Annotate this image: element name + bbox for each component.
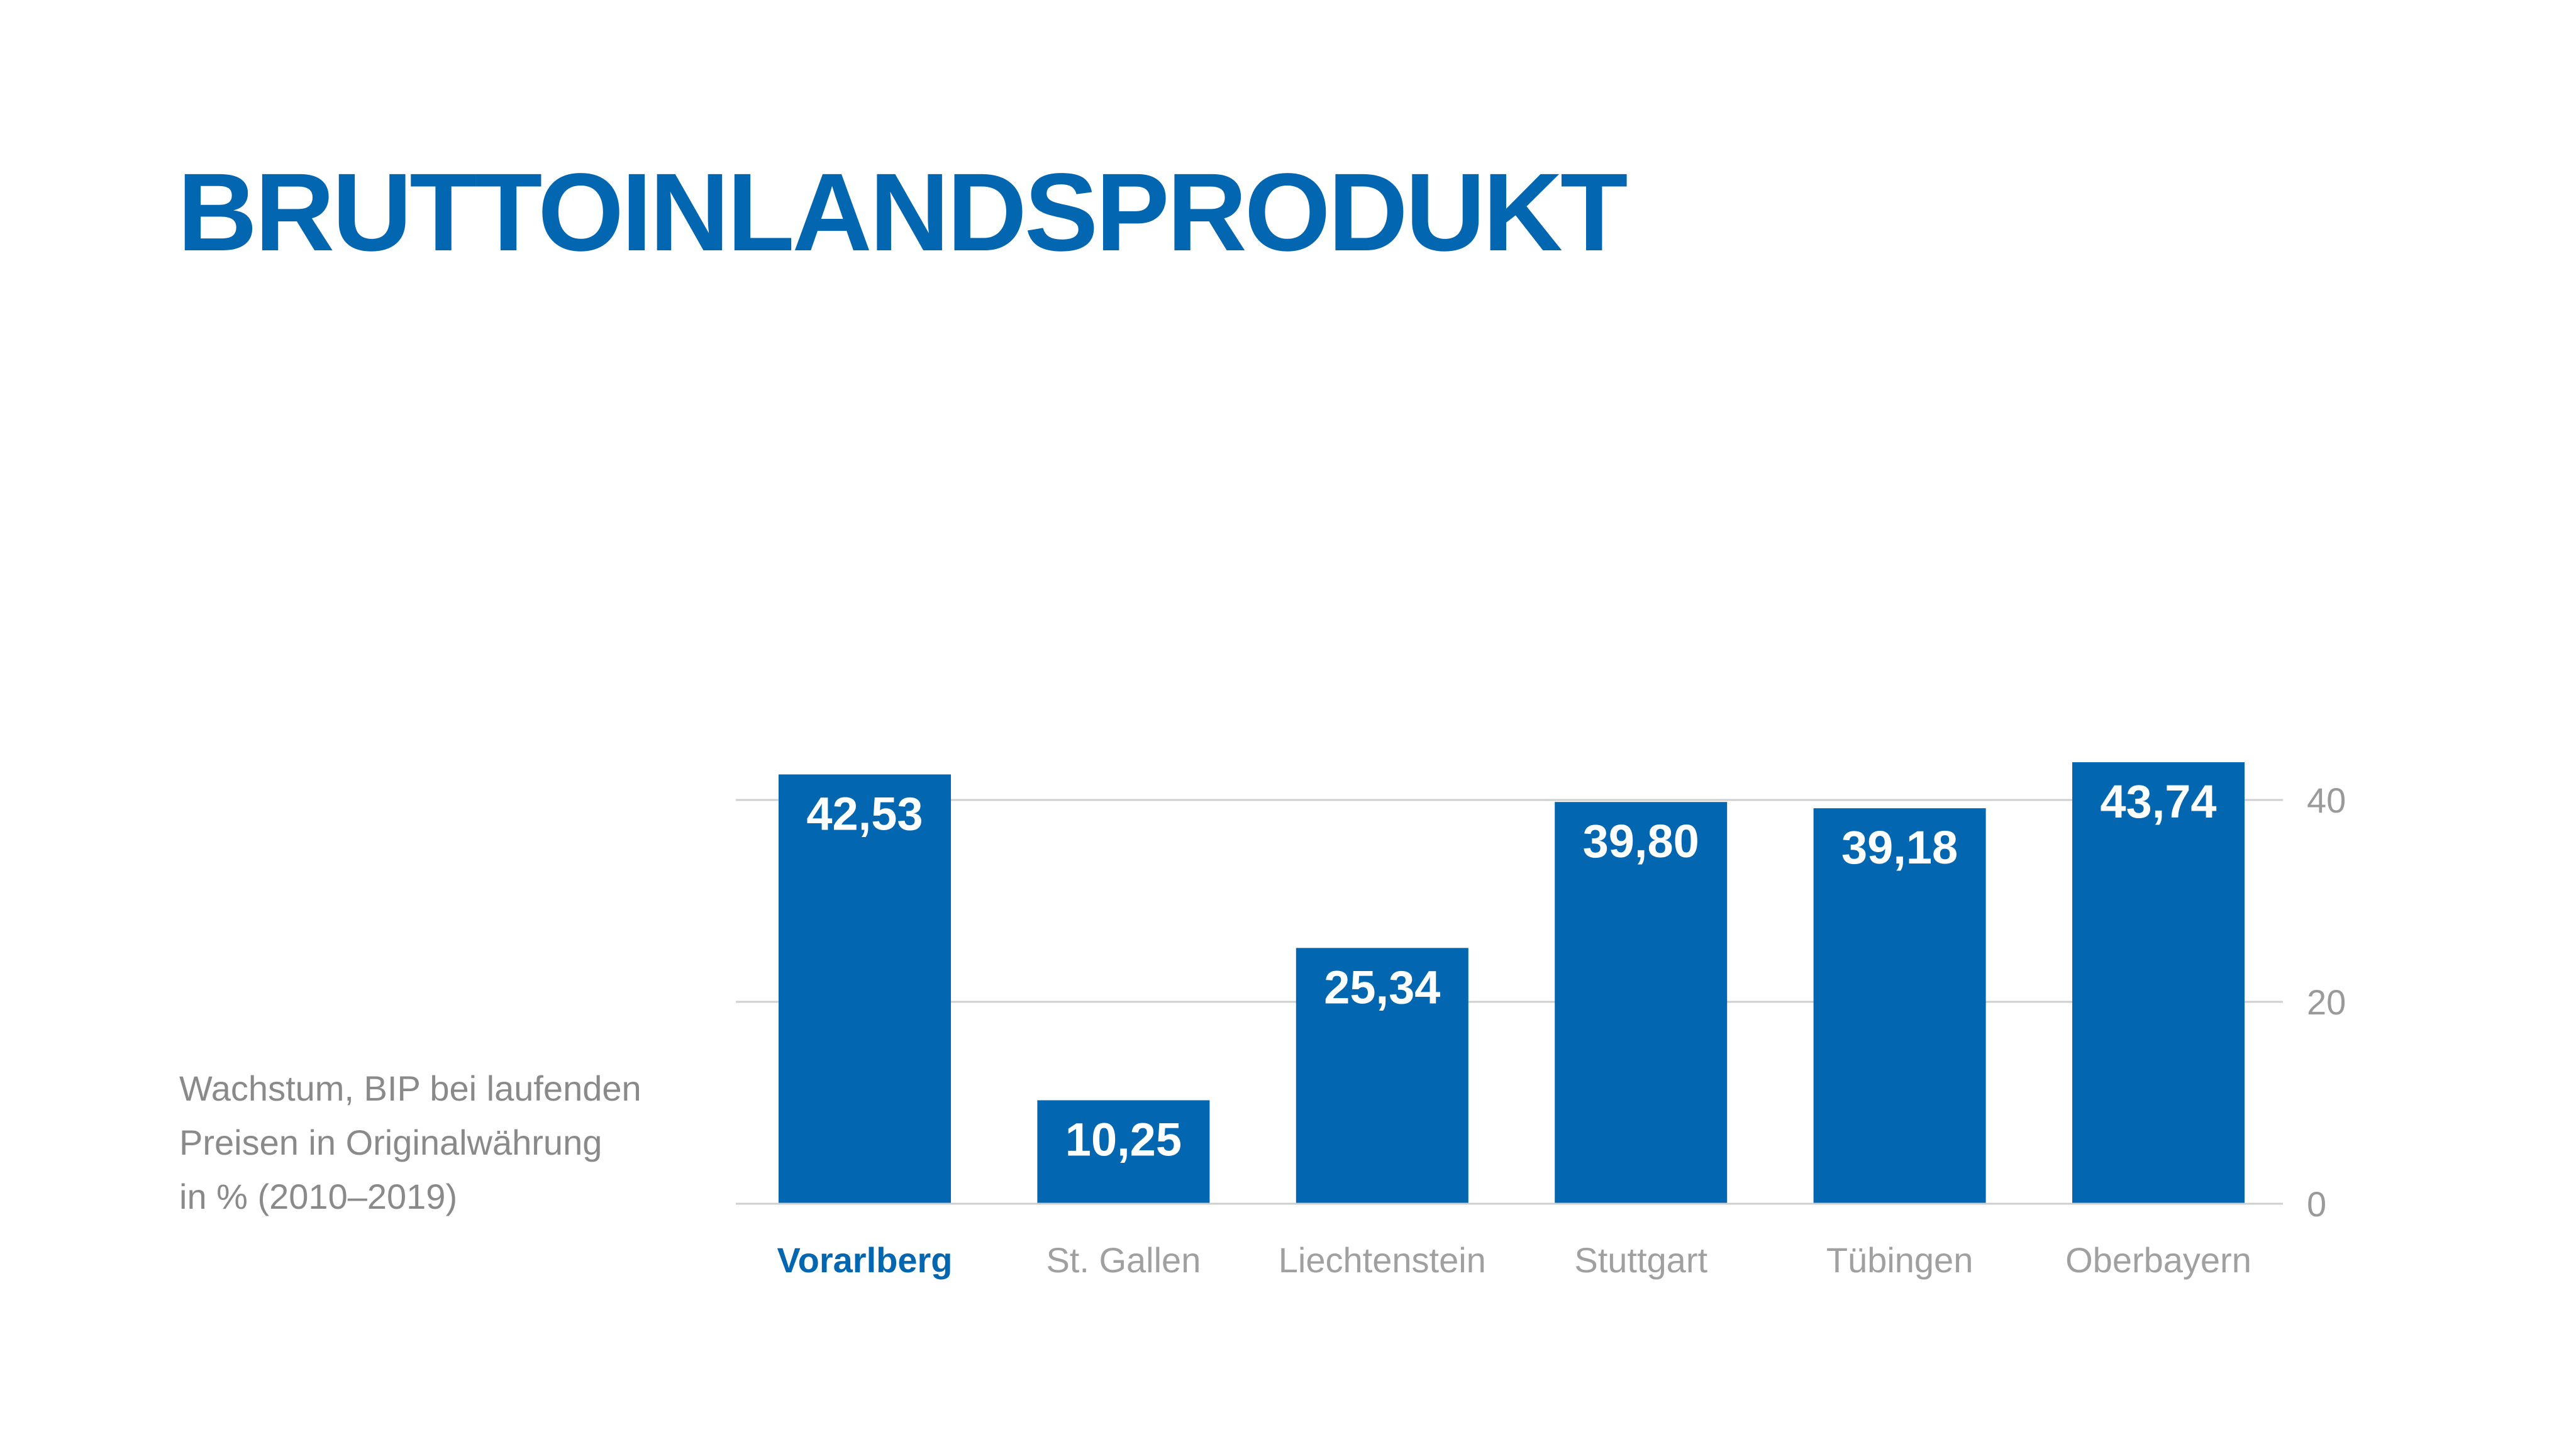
- bar-value-label: 39,80: [1583, 815, 1699, 867]
- description-line-1: Wachstum, BIP bei laufenden: [179, 1069, 641, 1108]
- bar-value-label: 42,53: [806, 787, 923, 840]
- x-category-label: Liechtenstein: [1279, 1240, 1486, 1280]
- bar-value-label: 10,25: [1065, 1113, 1182, 1165]
- bar: [1813, 808, 1986, 1204]
- bar: [1296, 948, 1468, 1204]
- bar-value-label: 43,74: [2100, 775, 2216, 828]
- x-category-label: Oberbayern: [2065, 1240, 2251, 1280]
- bar: [1555, 802, 1728, 1204]
- x-category-label: Tübingen: [1826, 1240, 1974, 1280]
- x-category-label: St. Gallen: [1046, 1240, 1201, 1280]
- bar-value-label: 25,34: [1324, 961, 1440, 1013]
- description-line-3: in % (2010–2019): [179, 1177, 458, 1216]
- x-category-label: Stuttgart: [1574, 1240, 1707, 1280]
- bar: [2072, 762, 2245, 1204]
- y-tick-label: 0: [2307, 1184, 2326, 1224]
- description-line-2: Preisen in Originalwährung: [179, 1123, 602, 1162]
- y-tick-label: 20: [2307, 982, 2346, 1022]
- y-tick-label: 40: [2307, 780, 2346, 820]
- page-title: BRUTTOINLANDSPRODUKT: [177, 151, 1628, 274]
- chart-description: Wachstum, BIP bei laufenden Preisen in O…: [179, 1062, 670, 1224]
- bar: [779, 774, 951, 1204]
- bar-value-label: 39,18: [1841, 821, 1958, 874]
- bar: [1037, 1100, 1210, 1204]
- x-category-label: Vorarlberg: [777, 1240, 952, 1280]
